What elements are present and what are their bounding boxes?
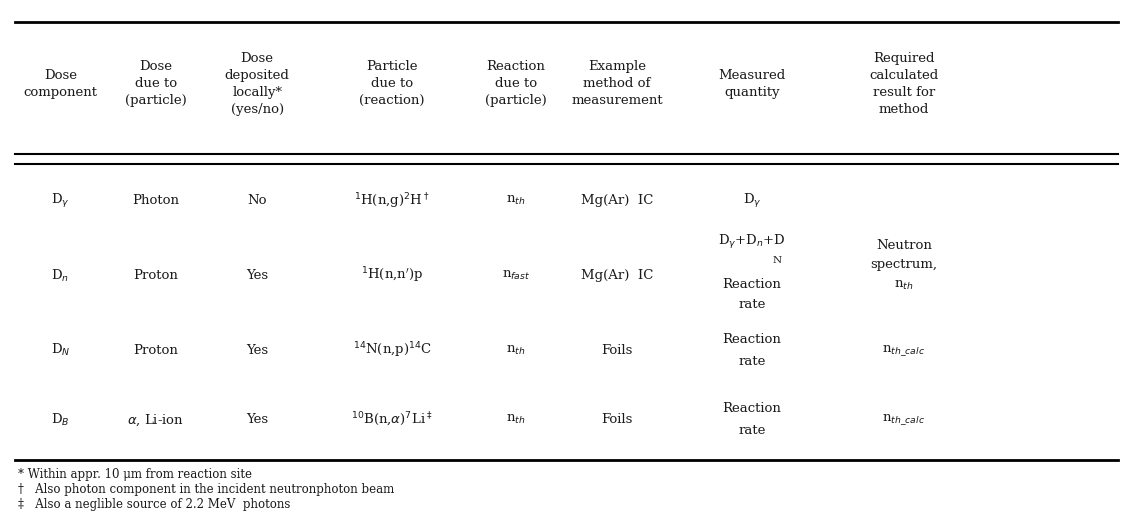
- Text: D$_\gamma$: D$_\gamma$: [743, 192, 761, 210]
- Text: Photon: Photon: [133, 195, 179, 207]
- Text: rate: rate: [739, 354, 766, 367]
- Text: Proton: Proton: [134, 269, 178, 282]
- Text: n$_{th}$: n$_{th}$: [506, 344, 526, 357]
- Text: Mg(Ar)  IC: Mg(Ar) IC: [581, 195, 654, 207]
- Text: Foils: Foils: [602, 413, 633, 426]
- Text: D$_\gamma$: D$_\gamma$: [51, 192, 70, 210]
- Text: $^1$H(n,g)$^2$H$^\dagger$: $^1$H(n,g)$^2$H$^\dagger$: [355, 191, 431, 211]
- Text: Mg(Ar)  IC: Mg(Ar) IC: [581, 269, 654, 282]
- Text: n$_{th}$: n$_{th}$: [506, 194, 526, 207]
- Text: n$_{th\_calc}$: n$_{th\_calc}$: [883, 412, 926, 427]
- Text: D$_N$: D$_N$: [51, 342, 70, 358]
- Text: Reaction: Reaction: [723, 333, 782, 346]
- Text: Neutron: Neutron: [876, 239, 931, 252]
- Text: Example
method of
measurement: Example method of measurement: [571, 60, 663, 107]
- Text: No: No: [247, 195, 267, 207]
- Text: D$_B$: D$_B$: [51, 412, 69, 428]
- Text: $^{10}$B(n,$\alpha$)$^7$Li$^\ddagger$: $^{10}$B(n,$\alpha$)$^7$Li$^\ddagger$: [351, 411, 433, 429]
- Text: Reaction
due to
(particle): Reaction due to (particle): [485, 60, 547, 107]
- Text: spectrum,: spectrum,: [870, 258, 937, 271]
- Text: N: N: [773, 256, 782, 265]
- Text: Measured
quantity: Measured quantity: [718, 69, 785, 99]
- Text: Particle
due to
(reaction): Particle due to (reaction): [359, 60, 425, 107]
- Text: n$_{fast}$: n$_{fast}$: [502, 269, 530, 282]
- Text: Foils: Foils: [602, 344, 633, 357]
- Text: D$_n$: D$_n$: [51, 267, 69, 284]
- Text: Required
calculated
result for
method: Required calculated result for method: [869, 52, 938, 116]
- Text: * Within appr. 10 μm from reaction site: * Within appr. 10 μm from reaction site: [18, 468, 252, 481]
- Text: rate: rate: [739, 298, 766, 311]
- Text: n$_{th}$: n$_{th}$: [506, 413, 526, 426]
- Text: Yes: Yes: [246, 413, 269, 426]
- Text: rate: rate: [739, 424, 766, 438]
- Text: n$_{th}$: n$_{th}$: [894, 279, 913, 292]
- Text: $\alpha$, Li-ion: $\alpha$, Li-ion: [127, 412, 185, 428]
- Text: Yes: Yes: [246, 344, 269, 357]
- Text: Dose
deposited
locally*
(yes/no): Dose deposited locally* (yes/no): [224, 52, 290, 116]
- Text: $^1$H(n,n$^\prime$)p: $^1$H(n,n$^\prime$)p: [361, 266, 424, 285]
- Text: D$_\gamma$+D$_n$+D: D$_\gamma$+D$_n$+D: [718, 233, 786, 251]
- Text: Proton: Proton: [134, 344, 178, 357]
- Text: Reaction: Reaction: [723, 278, 782, 291]
- Text: Dose
due to
(particle): Dose due to (particle): [125, 60, 187, 107]
- Text: $^{14}$N(n,p)$^{14}$C: $^{14}$N(n,p)$^{14}$C: [352, 341, 432, 360]
- Text: Yes: Yes: [246, 269, 269, 282]
- Text: †   Also photon component in the incident neutronphoton beam: † Also photon component in the incident …: [18, 483, 394, 496]
- Text: n$_{th\_calc}$: n$_{th\_calc}$: [883, 343, 926, 358]
- Text: Dose
component: Dose component: [24, 69, 97, 99]
- Text: ‡   Also a neglible source of 2.2 MeV  photons: ‡ Also a neglible source of 2.2 MeV phot…: [18, 498, 290, 511]
- Text: Reaction: Reaction: [723, 402, 782, 415]
